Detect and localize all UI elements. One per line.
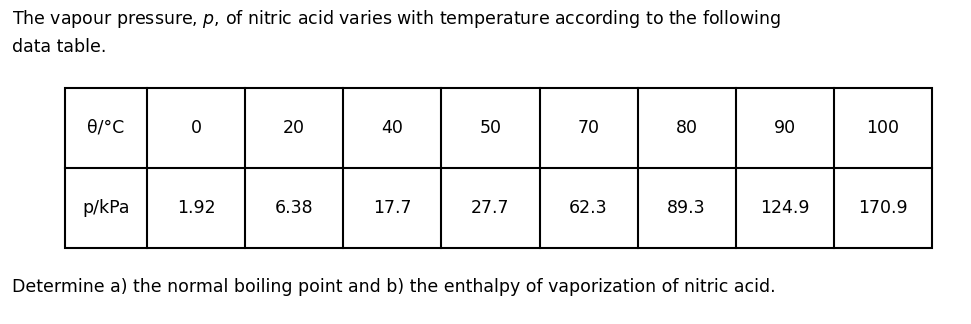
Text: 124.9: 124.9 — [760, 199, 810, 217]
Text: 20: 20 — [284, 119, 305, 137]
Text: The vapour pressure, $p$, of nitric acid varies with temperature according to th: The vapour pressure, $p$, of nitric acid… — [12, 8, 781, 30]
Text: p/kPa: p/kPa — [83, 199, 130, 217]
Text: 62.3: 62.3 — [569, 199, 608, 217]
Text: 17.7: 17.7 — [373, 199, 412, 217]
Text: Determine a) the normal boiling point and b) the enthalpy of vaporization of nit: Determine a) the normal boiling point an… — [12, 278, 776, 296]
Text: 70: 70 — [578, 119, 599, 137]
Text: 6.38: 6.38 — [275, 199, 314, 217]
Text: 1.92: 1.92 — [177, 199, 216, 217]
Text: 0: 0 — [190, 119, 202, 137]
Text: 90: 90 — [774, 119, 796, 137]
Text: 170.9: 170.9 — [858, 199, 908, 217]
Text: 27.7: 27.7 — [471, 199, 510, 217]
Text: 89.3: 89.3 — [667, 199, 706, 217]
Text: 100: 100 — [866, 119, 899, 137]
Text: 80: 80 — [676, 119, 698, 137]
Text: data table.: data table. — [12, 38, 107, 56]
Text: θ/°C: θ/°C — [87, 119, 124, 137]
Text: 40: 40 — [382, 119, 403, 137]
Text: 50: 50 — [480, 119, 501, 137]
Bar — [65, 88, 932, 248]
